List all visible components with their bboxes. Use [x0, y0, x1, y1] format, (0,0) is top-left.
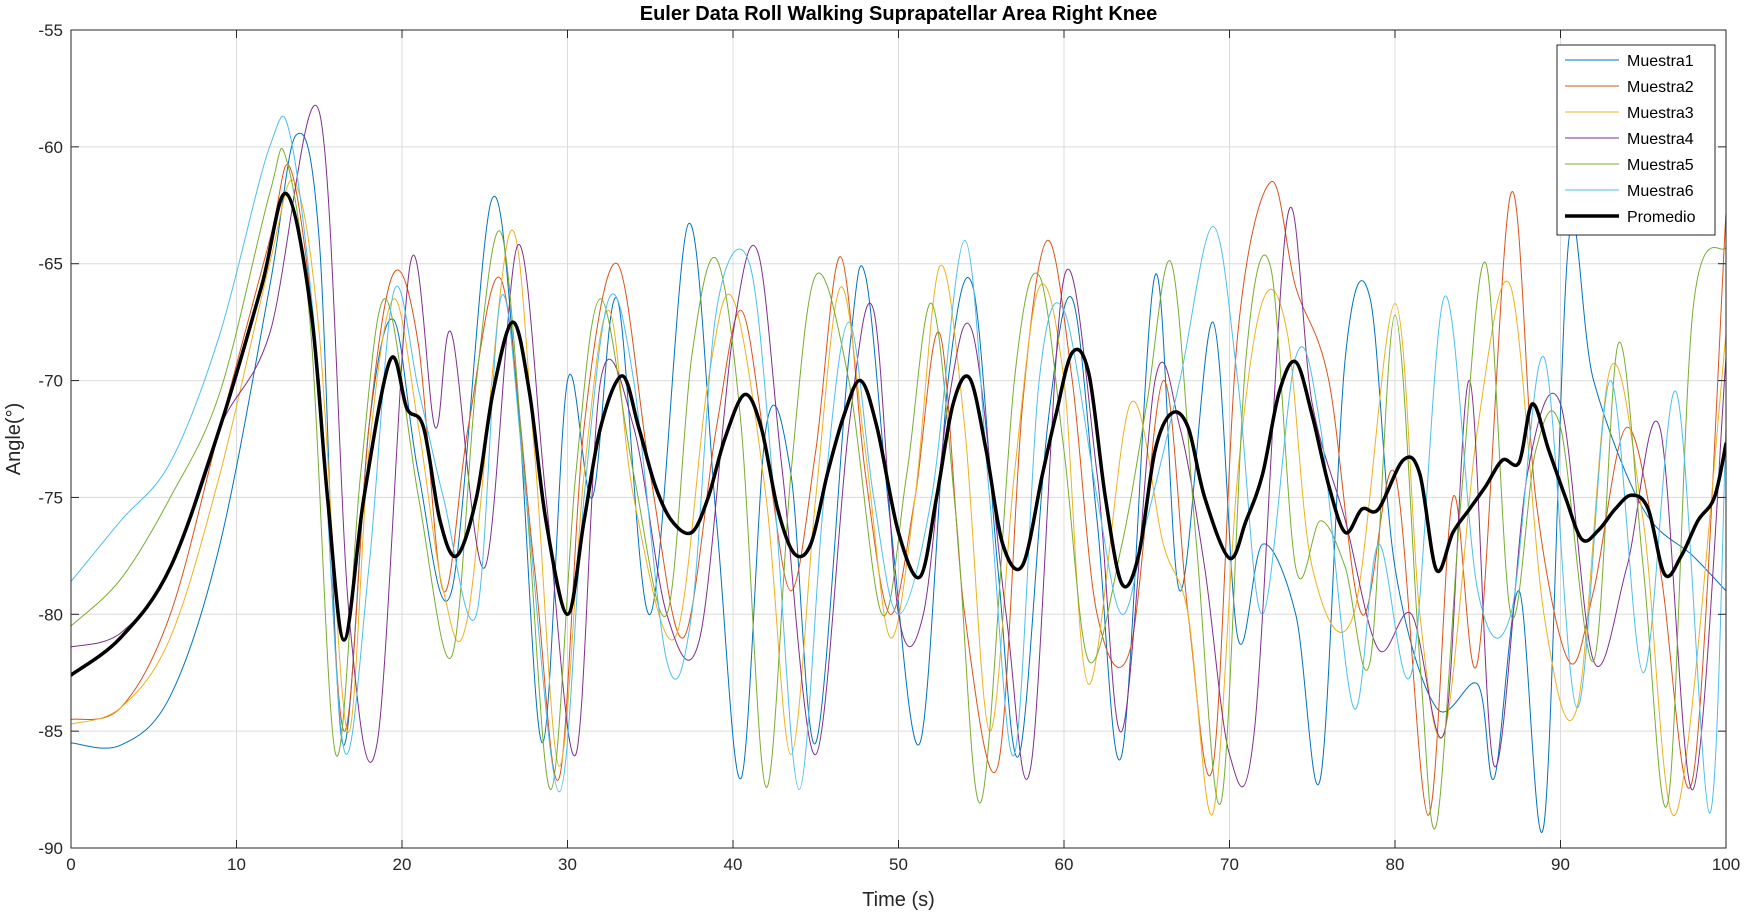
x-tick-label: 40 [724, 855, 743, 874]
series-line-muestra4 [71, 104, 1726, 791]
y-tick-label: -55 [38, 21, 63, 40]
legend-entry-label: Muestra5 [1627, 157, 1694, 174]
y-tick-label: -80 [38, 605, 63, 624]
x-tick-label: 60 [1055, 855, 1074, 874]
y-tick-label: -85 [38, 722, 63, 741]
series-line-muestra1 [71, 132, 1726, 833]
legend-entry-label: Muestra1 [1627, 53, 1694, 70]
legend-entry-label: Muestra4 [1627, 131, 1694, 148]
series-lines [71, 104, 1726, 833]
legend-box [1556, 44, 1716, 236]
legend-entry-label: Promedio [1627, 209, 1696, 226]
grid-lines [71, 30, 1726, 848]
y-tick-label: -70 [38, 372, 63, 391]
axis-ticks: 0 10 20 30 40 50 60 70 80 90 100 -90 -85 -80 -75 -70 -65… [38, 21, 1740, 874]
x-tick-label: 50 [889, 855, 908, 874]
legend-entry-label: Muestra3 [1627, 105, 1694, 122]
x-tick-label: 90 [1551, 855, 1570, 874]
x-tick-label: 20 [393, 855, 412, 874]
legend: Muestra1 Muestra2 Muestra3 Muestra4 Muestra5… [1556, 44, 1716, 236]
series-line-muestra5 [71, 147, 1726, 830]
x-tick-label: 80 [1386, 855, 1405, 874]
y-axis-label: Angle(°) [3, 403, 25, 475]
chart-title: Euler Data Roll Walking Suprapatellar Ar… [640, 3, 1158, 25]
x-tick-label: 70 [1220, 855, 1239, 874]
x-tick-label: 30 [558, 855, 577, 874]
y-tick-label: -65 [38, 255, 63, 274]
series-line-promedio [71, 191, 1726, 677]
x-axis-label: Time (s) [862, 889, 935, 911]
legend-entry-label: Muestra6 [1627, 183, 1694, 200]
series-line-muestra2 [71, 163, 1726, 816]
y-tick-label: -75 [38, 488, 63, 507]
y-tick-label: -60 [38, 138, 63, 157]
y-tick-label: -90 [38, 839, 63, 858]
x-tick-label: 0 [66, 855, 75, 874]
x-tick-label: 100 [1712, 855, 1740, 874]
series-line-muestra6 [71, 115, 1726, 814]
legend-entry-label: Muestra2 [1627, 79, 1694, 96]
x-tick-label: 10 [227, 855, 246, 874]
